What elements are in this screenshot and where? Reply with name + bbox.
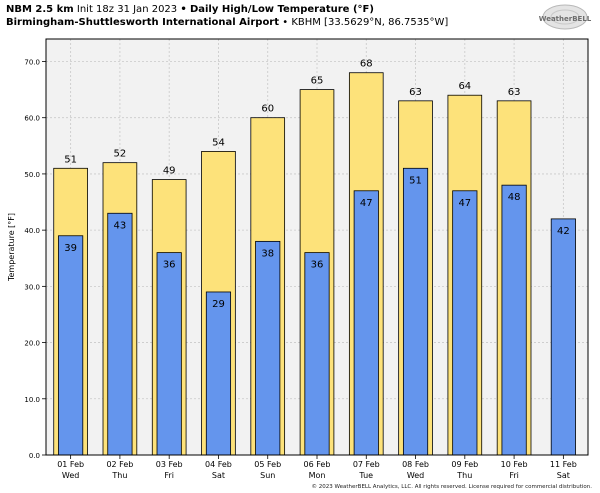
data-label-low: 43 xyxy=(114,220,127,231)
bar-low xyxy=(402,167,429,456)
x-tick-weekday: Mon xyxy=(309,471,326,480)
y-tick-label: 40.0 xyxy=(24,227,40,235)
data-label-low: 29 xyxy=(212,299,225,310)
station-detail: KBHM [33.5629°N, 86.7535°W] xyxy=(291,17,449,28)
x-tick-weekday: Sat xyxy=(557,471,570,480)
data-label-high: 60 xyxy=(261,104,274,115)
x-tick-label: 04 Feb xyxy=(205,460,232,469)
data-label-high: 68 xyxy=(360,59,373,70)
data-label-high: 63 xyxy=(409,87,422,98)
bar-low xyxy=(304,252,330,456)
x-tick-weekday: Tue xyxy=(358,471,373,480)
x-tick-weekday: Sun xyxy=(260,471,275,480)
bullet: • xyxy=(282,17,289,28)
data-label-low: 47 xyxy=(360,198,373,209)
data-label-low: 38 xyxy=(261,248,274,259)
y-tick-label: 70.0 xyxy=(24,58,40,66)
logo-text: WeatherBELL xyxy=(539,15,592,23)
data-label-low: 42 xyxy=(557,226,570,237)
bar-low xyxy=(255,240,281,456)
x-tick-label: 05 Feb xyxy=(254,460,281,469)
data-label-high: 63 xyxy=(508,87,521,98)
chart-header-line2: Birmingham-Shuttlesworth International A… xyxy=(6,17,448,28)
data-label-low: 47 xyxy=(458,198,471,209)
data-label-low: 48 xyxy=(508,192,521,203)
y-tick-label: 10.0 xyxy=(24,396,40,404)
bullet: • xyxy=(180,4,187,15)
data-label-low: 36 xyxy=(311,260,324,271)
data-label-high: 65 xyxy=(311,76,324,87)
x-tick-weekday: Fri xyxy=(164,471,174,480)
y-axis-label: Temperature [°F] xyxy=(7,213,16,282)
data-label-high: 49 xyxy=(163,166,176,177)
bar-low xyxy=(205,291,232,456)
x-tick-label: 03 Feb xyxy=(156,460,183,469)
bar-low xyxy=(353,190,379,456)
x-tick-label: 01 Feb xyxy=(57,460,84,469)
y-tick-label: 50.0 xyxy=(24,171,40,179)
data-label-high: 52 xyxy=(114,149,127,160)
data-label-low: 51 xyxy=(409,175,422,186)
y-tick-label: 0.0 xyxy=(29,452,40,460)
x-tick-weekday: Thu xyxy=(111,471,127,480)
data-label-high: 54 xyxy=(212,137,225,148)
x-tick-label: 07 Feb xyxy=(353,460,380,469)
y-tick-label: 60.0 xyxy=(24,115,40,123)
y-tick-label: 20.0 xyxy=(24,340,40,348)
bar-low xyxy=(452,190,478,456)
model-name: NBM 2.5 km xyxy=(6,4,74,15)
x-tick-weekday: Thu xyxy=(456,471,472,480)
x-tick-label: 11 Feb xyxy=(550,460,577,469)
chart-header-line1: NBM 2.5 km Init 18z 31 Jan 2023 • Daily … xyxy=(6,4,374,15)
x-tick-label: 08 Feb xyxy=(402,460,429,469)
bar-low xyxy=(58,235,84,456)
weatherbell-logo: WeatherBELL xyxy=(539,4,592,30)
x-tick-weekday: Sat xyxy=(212,471,225,480)
bar-low xyxy=(501,184,527,456)
data-label-low: 39 xyxy=(64,243,77,254)
x-tick-label: 06 Feb xyxy=(304,460,331,469)
x-tick-weekday: Wed xyxy=(407,471,424,480)
x-tick-weekday: Wed xyxy=(62,471,79,480)
bar-low xyxy=(156,252,182,456)
data-label-low: 36 xyxy=(163,260,176,271)
y-tick-label: 30.0 xyxy=(24,283,40,291)
init-time: Init 18z 31 Jan 2023 xyxy=(76,4,178,15)
station-name: Birmingham-Shuttlesworth International A… xyxy=(6,17,280,28)
x-tick-weekday: Fri xyxy=(509,471,519,480)
x-tick-label: 10 Feb xyxy=(501,460,528,469)
copyright-notice: © 2023 WeatherBELL Analytics, LLC. All r… xyxy=(311,484,592,490)
bar-low xyxy=(550,218,576,456)
data-label-high: 64 xyxy=(458,81,471,92)
x-tick-label: 09 Feb xyxy=(451,460,478,469)
x-tick-label: 02 Feb xyxy=(106,460,133,469)
chart-title: Daily High/Low Temperature (°F) xyxy=(189,4,374,15)
bar-low xyxy=(107,212,133,456)
data-label-high: 51 xyxy=(64,154,77,165)
